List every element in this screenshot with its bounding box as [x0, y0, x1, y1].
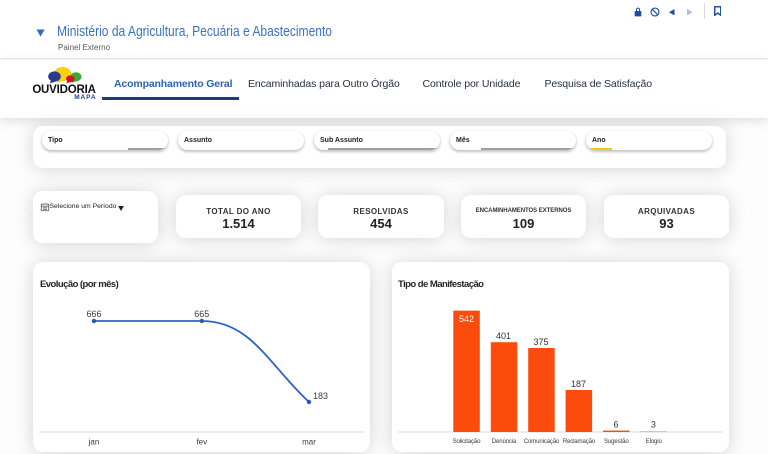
svg-text:Denúncia: Denúncia: [492, 438, 517, 445]
svg-text:mar: mar: [302, 438, 316, 447]
svg-text:665: 665: [194, 309, 209, 319]
svg-text:Comunicação: Comunicação: [524, 438, 560, 445]
svg-text:666: 666: [86, 309, 101, 319]
svg-text:fev: fev: [196, 438, 207, 447]
svg-text:Sugestão: Sugestão: [604, 438, 629, 445]
svg-text:375: 375: [533, 337, 548, 347]
svg-text:187: 187: [571, 379, 586, 389]
svg-text:6: 6: [613, 420, 618, 430]
svg-text:542: 542: [459, 314, 474, 324]
svg-text:Solicitação: Solicitação: [453, 438, 482, 445]
svg-text:Reclamação: Reclamação: [563, 438, 596, 445]
svg-text:jan: jan: [88, 438, 100, 447]
svg-text:401: 401: [496, 331, 511, 341]
svg-text:183: 183: [313, 391, 328, 401]
svg-text:Elogio: Elogio: [646, 438, 663, 445]
svg-text:3: 3: [651, 420, 656, 430]
